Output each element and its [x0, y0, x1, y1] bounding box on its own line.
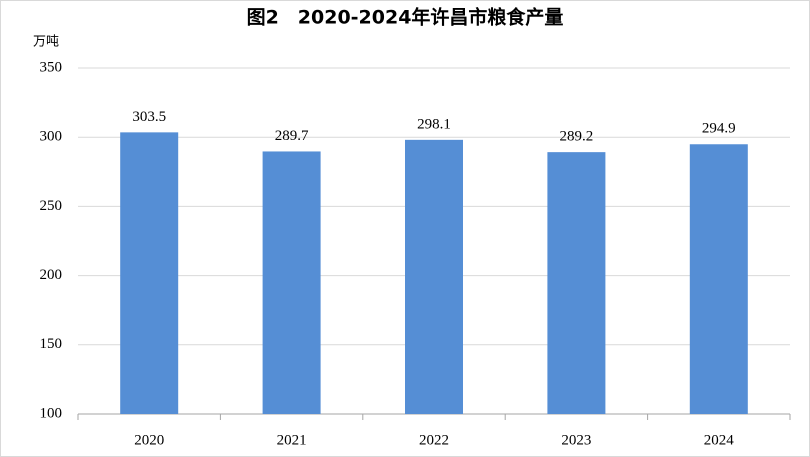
data-label: 303.5 — [132, 109, 166, 125]
x-tick-label: 2022 — [419, 432, 449, 448]
y-tick-label: 250 — [40, 198, 63, 214]
data-label: 294.9 — [702, 121, 736, 137]
data-label: 289.2 — [560, 129, 594, 145]
x-tick-label: 2023 — [561, 432, 591, 448]
x-tick-label: 2024 — [704, 432, 735, 448]
bar — [405, 139, 463, 415]
bar — [689, 144, 748, 414]
y-tick-label: 100 — [40, 405, 63, 421]
y-tick-label: 150 — [40, 336, 63, 352]
y-tick-label: 200 — [40, 267, 63, 283]
y-tick-label: 300 — [40, 129, 63, 145]
y-tick-label: 350 — [40, 59, 63, 75]
x-tick-label: 2020 — [134, 432, 164, 448]
bar — [120, 132, 179, 414]
bar — [262, 151, 321, 414]
data-label: 289.7 — [275, 128, 309, 144]
data-label: 298.1 — [417, 116, 451, 132]
x-tick-label: 2021 — [277, 432, 307, 448]
bar — [547, 152, 606, 414]
y-axis-unit: 万吨 — [33, 35, 59, 50]
chart-title: 图2 2020-2024年许昌市粮食产量 — [247, 6, 564, 29]
